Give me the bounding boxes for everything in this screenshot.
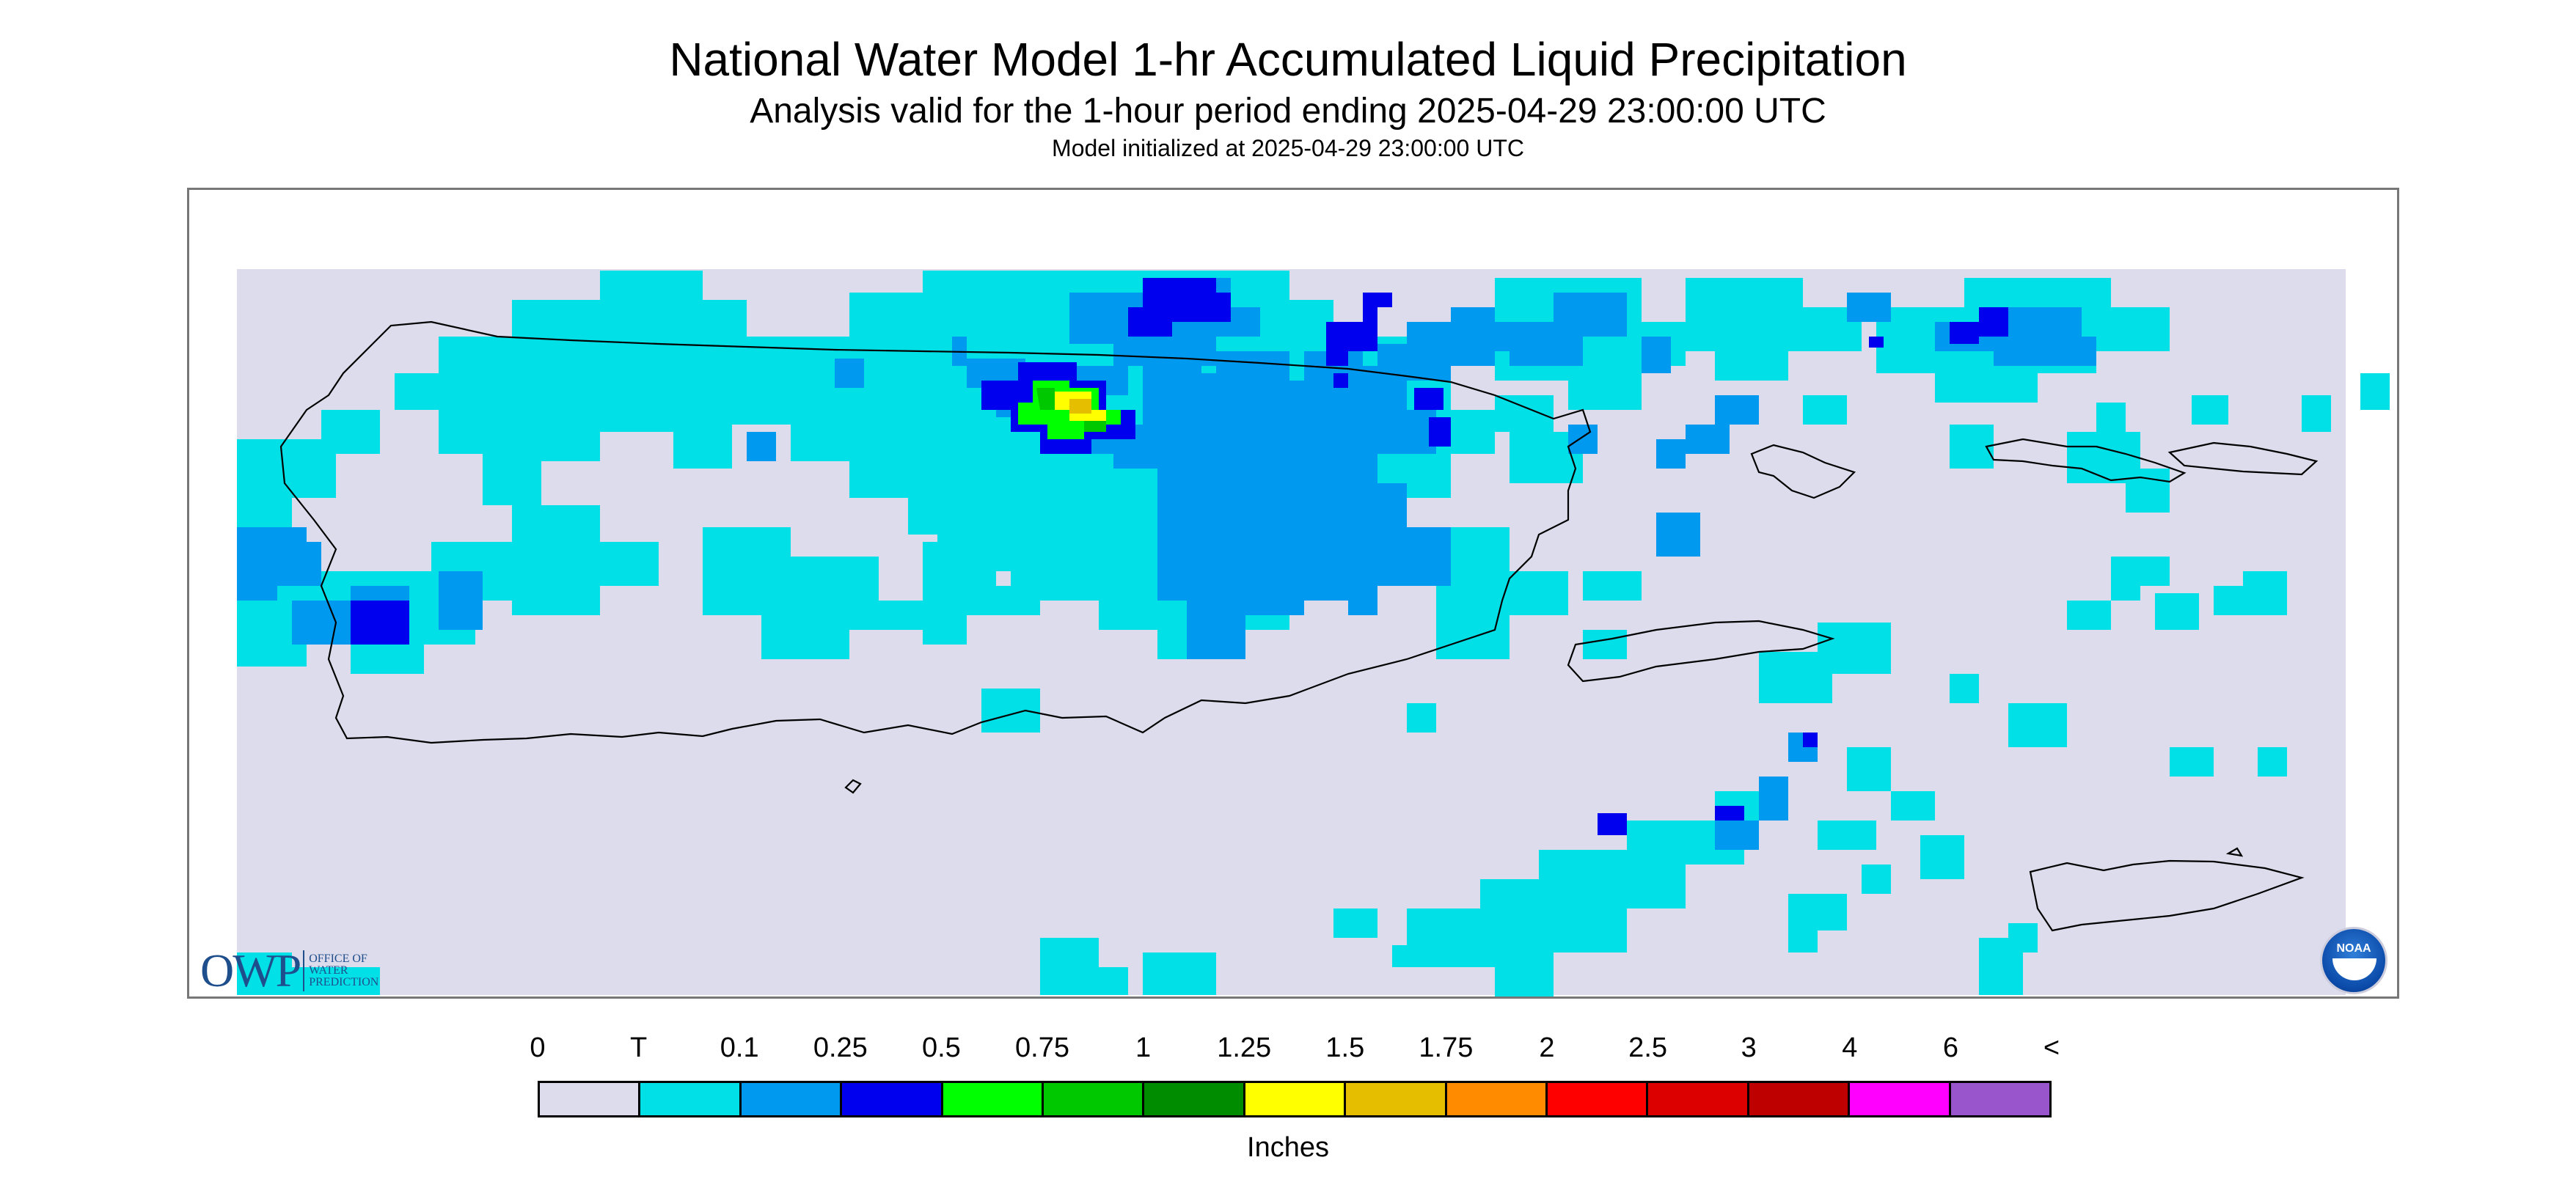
noaa-logo: NOAA <box>2320 927 2387 994</box>
legend-label: 0.5 <box>921 1032 961 1063</box>
culebra-coast <box>1750 444 1856 499</box>
puerto-rico-coast <box>279 320 1592 744</box>
legend-swatch <box>1548 1083 1649 1115</box>
precip-light-areas <box>237 278 2096 850</box>
small-islet-1 <box>2225 847 2244 857</box>
noaa-bird-icon <box>2332 958 2376 980</box>
legend-label: 1.5 <box>1325 1032 1365 1063</box>
legend-label: 1.25 <box>1217 1032 1272 1063</box>
legend-swatch <box>1245 1083 1347 1115</box>
legend-label: 2.5 <box>1628 1032 1668 1063</box>
legend-label: 0.75 <box>1015 1032 1069 1063</box>
legend-label: T <box>629 1032 648 1063</box>
legend-label: 0.25 <box>813 1032 868 1063</box>
legend-labels: 0 T 0.1 0.25 0.5 0.75 1 1.25 1.5 1.75 2 2.5 3 4 6 < <box>530 1032 2060 1069</box>
precip-heavy-area-15 <box>1069 399 1091 414</box>
legend-label: < <box>2043 1032 2060 1063</box>
owp-text-line: OFFICE OF <box>309 952 367 965</box>
owp-logo: OWP OFFICE OF WATER PREDICTION <box>200 944 378 996</box>
legend-label: 3 <box>1741 1032 1757 1063</box>
map-title: National Water Model 1-hr Accumulated Li… <box>669 33 1907 86</box>
legend-colorbar <box>538 1081 2052 1117</box>
legend-swatch <box>943 1083 1044 1115</box>
owp-text-line: PREDICTION <box>309 976 379 988</box>
legend-label: 1 <box>1135 1032 1152 1063</box>
vieques-coast <box>1567 620 1835 683</box>
legend-swatch <box>640 1083 742 1115</box>
desecheo-island <box>844 779 862 794</box>
legend-label: 0.1 <box>720 1032 759 1063</box>
owp-divider <box>303 950 305 991</box>
legend-swatch <box>741 1083 843 1115</box>
st-croix-coast <box>2029 859 2305 932</box>
legend-swatch <box>1446 1083 1548 1115</box>
owp-mark: OWP <box>200 944 301 996</box>
legend-swatch <box>1346 1083 1447 1115</box>
legend-label: 1.75 <box>1419 1032 1474 1063</box>
legend-label: 0 <box>530 1032 546 1063</box>
owp-text: OFFICE OF WATER PREDICTION <box>309 953 378 988</box>
legend-swatch <box>540 1083 641 1115</box>
legend-swatch <box>1850 1083 1951 1115</box>
legend-swatch <box>842 1083 943 1115</box>
legend-label: 2 <box>1539 1032 1555 1063</box>
map-panel: OWP OFFICE OF WATER PREDICTION NOAA <box>187 188 2399 999</box>
legend-swatch <box>1648 1083 1749 1115</box>
precipitation-map <box>237 269 2390 996</box>
legend-swatch <box>1144 1083 1245 1115</box>
legend-label: 4 <box>1842 1032 1858 1063</box>
st-thomas-coast <box>1985 438 2187 483</box>
st-john-coast <box>2167 441 2319 476</box>
model-init-text: Model initialized at 2025-04-29 23:00:00… <box>1052 135 1524 161</box>
map-subtitle: Analysis valid for the 1-hour period end… <box>750 92 1826 131</box>
legend-swatch <box>1950 1083 2050 1115</box>
owp-text-line: WATER <box>309 964 348 977</box>
precip-grid <box>237 269 2390 996</box>
legend-swatch <box>1749 1083 1851 1115</box>
coastline-outlines <box>279 320 2319 932</box>
legend-units: Inches <box>1247 1132 1329 1163</box>
legend-label: 6 <box>1942 1032 1958 1063</box>
noaa-logo-text: NOAA <box>2336 942 2371 955</box>
legend-swatch <box>1044 1083 1145 1115</box>
